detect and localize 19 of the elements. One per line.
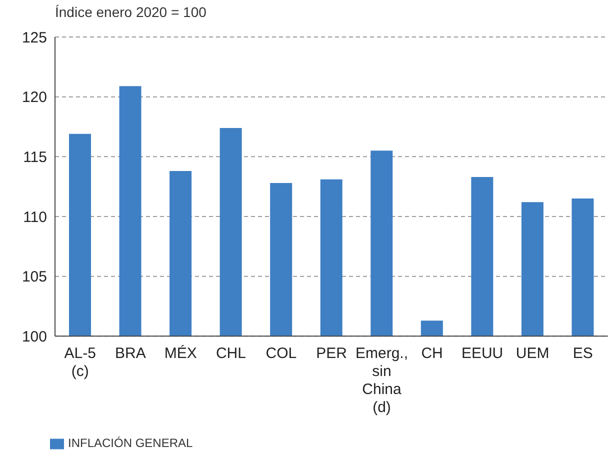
x-tick-label: CHL — [216, 345, 246, 362]
x-tick-label: EEUU — [461, 345, 504, 362]
x-tick-label: MÉX — [164, 344, 197, 362]
x-tick-label: COL — [266, 345, 297, 362]
x-tick-label: ES — [572, 345, 593, 362]
y-tick-label: 110 — [23, 208, 47, 226]
x-tick-label: PER — [316, 345, 348, 362]
y-tick-label: 120 — [22, 89, 47, 106]
y-tick-label: 100 — [22, 328, 47, 346]
x-tick-label: BRA — [114, 345, 146, 362]
x-tick-label: UEM — [516, 345, 550, 362]
x-tick-label: CH — [421, 345, 443, 362]
y-axis-title: Índice enero 2020 = 100 — [55, 4, 206, 20]
y-tick-label: 115 — [23, 148, 47, 166]
y-tick-label: 105 — [22, 268, 47, 286]
x-tick-label: Emerg., sin China (d) — [356, 345, 408, 416]
y-tick-label: 125 — [22, 29, 47, 46]
x-tick-label: AL-5 (c) — [64, 345, 96, 380]
legend-label: INFLACIÓN GENERAL — [68, 436, 193, 450]
